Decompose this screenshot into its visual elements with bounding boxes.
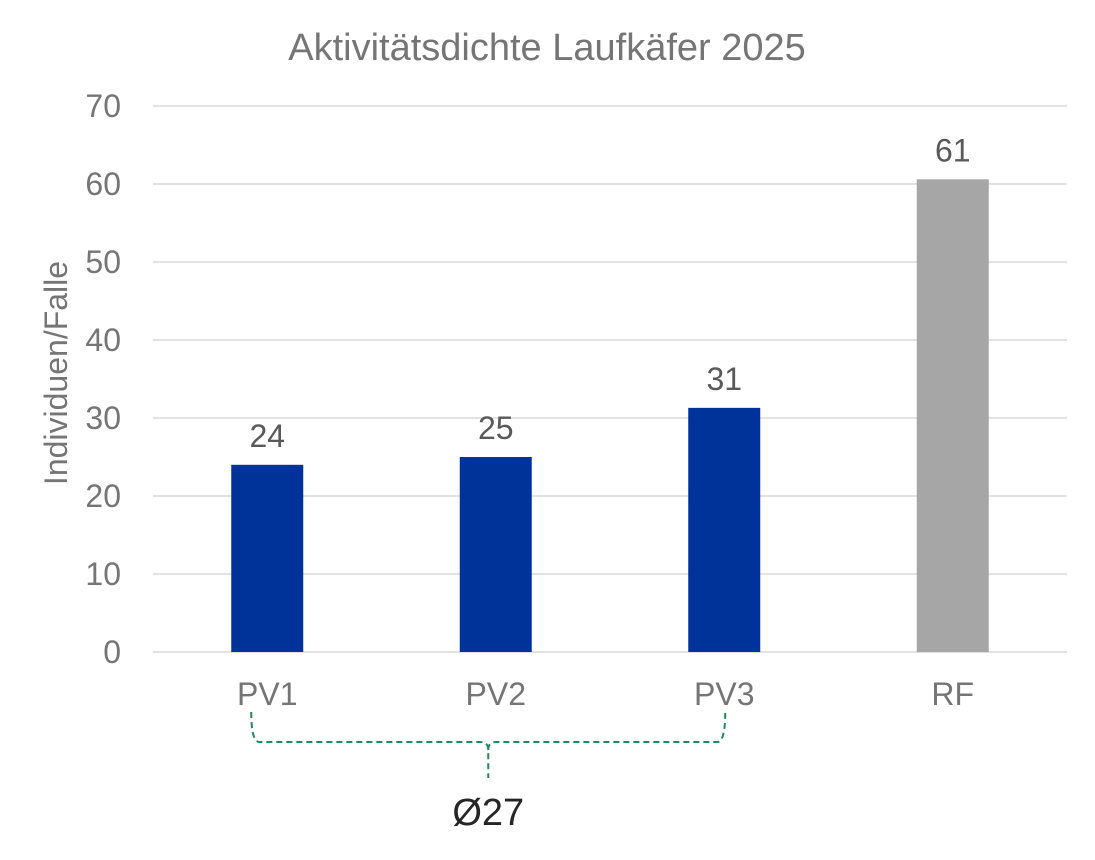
data-label-pv1: 24 — [249, 418, 285, 454]
bar-pv2 — [459, 457, 532, 652]
x-tick-label-pv3: PV3 — [694, 676, 754, 712]
y-tick-label: 50 — [85, 244, 121, 280]
y-axis-label: Individuen/Falle — [38, 261, 74, 485]
gridlines — [153, 105, 1067, 653]
y-tick-label: 30 — [85, 400, 121, 436]
data-label-pv3: 31 — [706, 361, 742, 397]
data-label-pv2: 25 — [478, 410, 514, 446]
data-labels: 24 25 31 61 — [249, 132, 970, 453]
bars — [231, 179, 989, 652]
average-brace — [250, 711, 727, 778]
bar-pv1 — [231, 464, 304, 652]
chart-title: Aktivitätsdichte Laufkäfer 2025 — [288, 27, 806, 69]
y-tick-label: 60 — [85, 166, 121, 202]
y-tick-label: 70 — [85, 88, 121, 124]
y-tick-label: 20 — [85, 478, 121, 514]
x-tick-label-rf: RF — [931, 676, 974, 712]
y-axis-ticks: 0 10 20 30 40 50 60 70 — [85, 88, 121, 670]
data-label-rf: 61 — [935, 132, 971, 168]
y-tick-label: 40 — [85, 322, 121, 358]
bar-rf — [916, 179, 989, 652]
x-tick-label-pv2: PV2 — [466, 676, 526, 712]
x-axis-ticks: PV1 PV2 PV3 RF — [237, 676, 974, 712]
bar-pv3 — [688, 407, 761, 652]
x-tick-label-pv1: PV1 — [237, 676, 297, 712]
y-tick-label: 0 — [103, 634, 121, 670]
average-annotation: Ø27 — [452, 792, 524, 834]
y-tick-label: 10 — [85, 556, 121, 592]
